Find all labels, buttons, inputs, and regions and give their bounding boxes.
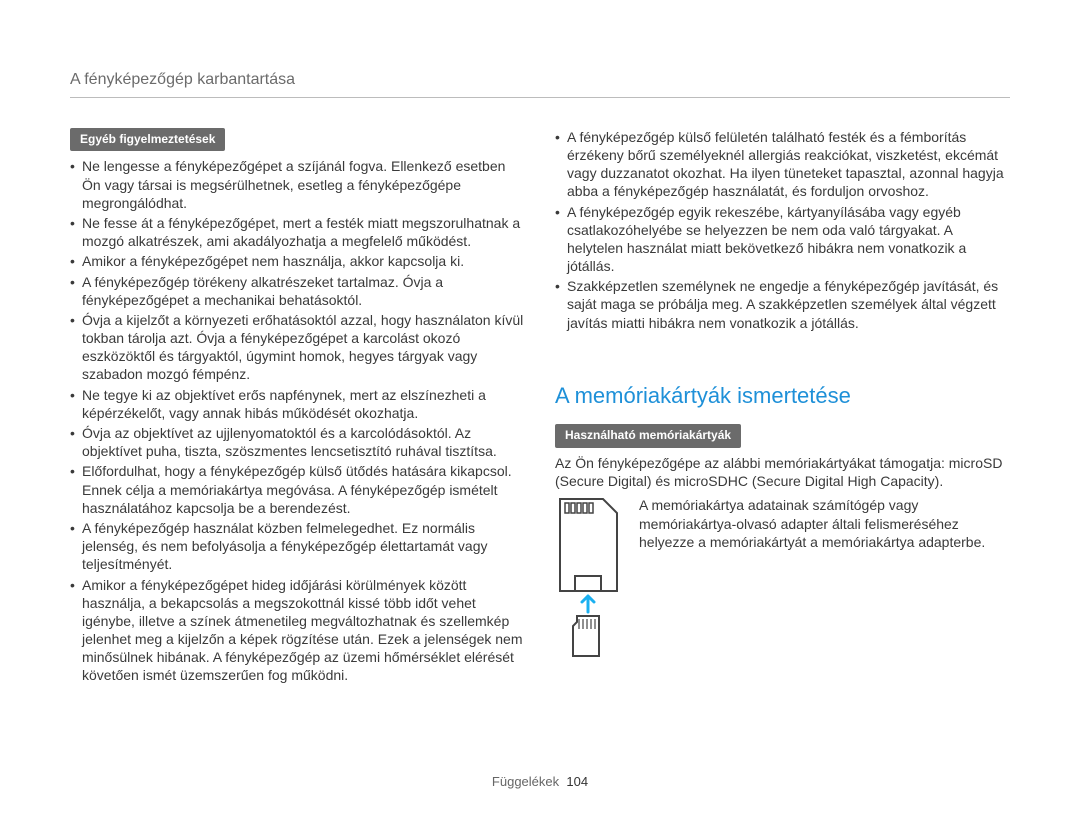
list-item: A fényképezőgép külső felületén találhat… xyxy=(555,128,1010,201)
page-number: 104 xyxy=(566,774,588,789)
warnings-list-cont: A fényképezőgép külső felületén találhat… xyxy=(555,128,1010,332)
list-item: Ne tegye ki az objektívet erős napfényne… xyxy=(70,386,525,422)
right-column: A fényképezőgép külső felületén találhat… xyxy=(555,128,1010,687)
content-columns: Egyéb figyelmeztetések Ne lengesse a fén… xyxy=(70,128,1010,687)
warnings-list: Ne lengesse a fényképezőgépet a szíjánál… xyxy=(70,157,525,684)
list-item: A fényképezőgép törékeny alkatrészeket t… xyxy=(70,273,525,309)
manual-page: A fényképezőgép karbantartása Egyéb figy… xyxy=(0,0,1080,815)
list-item: A fényképezőgép használat közben felmele… xyxy=(70,519,525,574)
left-column: Egyéb figyelmeztetések Ne lengesse a fén… xyxy=(70,128,525,687)
list-item: Amikor a fényképezőgépet nem használja, … xyxy=(70,252,525,270)
list-item: Óvja a kijelzőt a környezeti erőhatásokt… xyxy=(70,311,525,384)
sd-adapter-text: A memóriakártya adatainak számítógép vag… xyxy=(639,496,1010,551)
list-item: A fényképezőgép egyik rekeszébe, kártyan… xyxy=(555,203,1010,276)
usable-cards-label: Használható memóriakártyák xyxy=(555,424,741,448)
page-footer: Függelékek 104 xyxy=(0,774,1080,791)
list-item: Előfordulhat, hogy a fényképezőgép külső… xyxy=(70,462,525,517)
sd-card-icon xyxy=(555,496,625,666)
footer-label: Függelékek xyxy=(492,774,559,789)
page-title: A fényképezőgép karbantartása xyxy=(70,70,1010,98)
list-item: Ne fesse át a fényképezőgépet, mert a fe… xyxy=(70,214,525,250)
sd-adapter-row: A memóriakártya adatainak számítógép vag… xyxy=(555,496,1010,666)
list-item: Amikor a fényképezőgépet hideg időjárási… xyxy=(70,576,525,685)
list-item: Óvja az objektívet az ujjlenyomatoktól é… xyxy=(70,424,525,460)
list-item: Szakképzetlen személynek ne engedje a fé… xyxy=(555,277,1010,332)
list-item: Ne lengesse a fényképezőgépet a szíjánál… xyxy=(70,157,525,212)
memory-cards-heading: A memóriakártyák ismertetése xyxy=(555,382,1010,411)
memory-intro-text: Az Ön fényképezőgépe az alábbi memóriaká… xyxy=(555,454,1010,490)
warnings-label: Egyéb figyelmeztetések xyxy=(70,128,225,152)
sd-adapter-illustration xyxy=(555,496,625,666)
